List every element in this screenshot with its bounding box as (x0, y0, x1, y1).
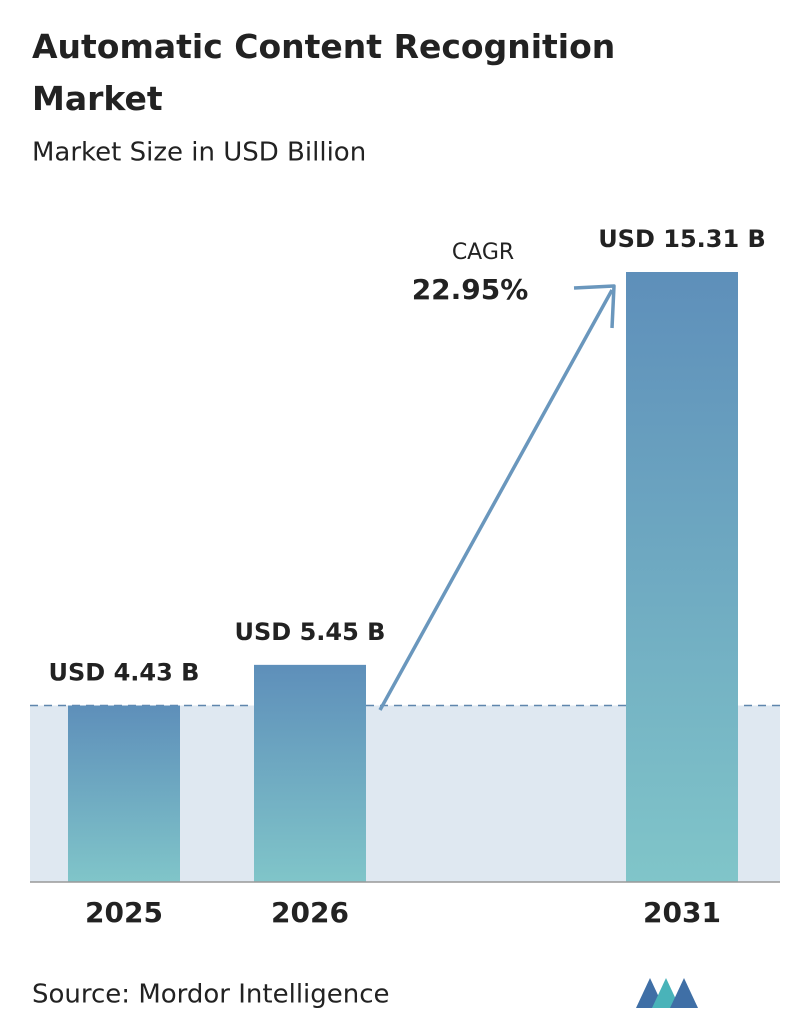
x-tick-label: 2025 (85, 896, 163, 929)
x-tick-label: 2026 (271, 896, 349, 929)
bar (626, 272, 738, 882)
x-tick-label: 2031 (643, 896, 721, 929)
cagr-arrow (378, 289, 614, 711)
chart-subtitle: Market Size in USD Billion (32, 138, 366, 168)
cagr-arrowhead (573, 284, 616, 329)
value-label: USD 4.43 B (49, 658, 200, 686)
bar (68, 705, 180, 882)
value-label: USD 5.45 B (235, 618, 386, 646)
cagr-value: 22.95% (412, 273, 529, 306)
value-label: USD 15.31 B (598, 225, 766, 253)
logo (636, 978, 698, 1008)
plot-area: USD 4.43 B 2025 USD 5.45 B 2026 USD 15.31 B 2… (30, 225, 780, 929)
cagr-label: CAGR (452, 240, 514, 265)
chart-title: Automatic Content Recognition Market (32, 27, 615, 118)
source: Source: Mordor Intelligence (32, 980, 390, 1010)
bar (254, 664, 366, 882)
